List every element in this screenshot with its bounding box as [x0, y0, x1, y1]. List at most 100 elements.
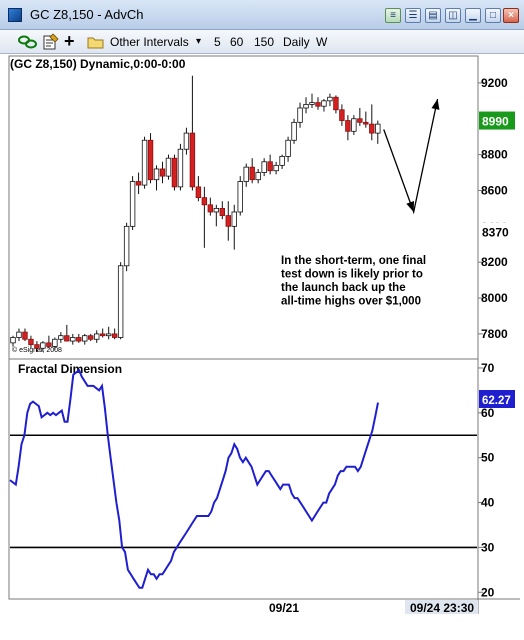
candle-body: [297, 107, 303, 123]
candlestick-series: [10, 75, 381, 352]
link-icon[interactable]: ≡: [385, 8, 401, 23]
candle-body: [291, 121, 297, 141]
candle-body: [345, 120, 351, 132]
candle-body: [321, 100, 327, 107]
chevron-down-icon[interactable]: ▾: [196, 36, 202, 47]
indicator-reference-lines: [10, 434, 477, 549]
price-tick-label: 7800: [481, 327, 508, 341]
candle-body: [225, 215, 231, 227]
price-plot-border: [8, 55, 479, 360]
candle-body: [94, 333, 100, 340]
candle-body: [135, 181, 142, 186]
price-tick-label: 8600: [481, 183, 508, 197]
projection-arrowhead-down: [406, 200, 415, 212]
candle-body: [153, 168, 160, 181]
indicator-title: Fractal Dimension: [18, 362, 122, 376]
candle-body: [273, 164, 279, 172]
candle-body: [327, 96, 333, 102]
indicator-last-value: 62.27: [482, 395, 511, 407]
candle-body: [70, 337, 76, 342]
candle-body: [189, 132, 196, 188]
indicator-tick-label: 70: [481, 361, 495, 375]
candle-body: [195, 186, 202, 199]
interval-weekly-button[interactable]: W: [316, 35, 328, 49]
restore-icon[interactable]: ◫: [445, 8, 461, 23]
candle-body: [375, 123, 381, 134]
interval-5-button[interactable]: 5: [214, 35, 221, 49]
indicator-tick-label: 30: [481, 540, 495, 554]
price-tick-label: 9200: [481, 76, 508, 90]
chart-toolbar: + Other Intervals ▾ 5 60 150 Daily W: [0, 30, 524, 54]
interval-daily-button[interactable]: Daily: [283, 35, 310, 49]
current-time-badge: [405, 600, 478, 614]
time-axis-label: 09/21: [269, 601, 299, 615]
candle-body: [219, 207, 225, 216]
candle-body: [64, 335, 70, 342]
link-chain-icon[interactable]: [18, 34, 38, 52]
candle-body: [339, 109, 345, 121]
candle-body: [303, 104, 309, 109]
properties-icon[interactable]: [42, 33, 60, 51]
minimize-icon[interactable]: ▁: [465, 8, 481, 23]
indicator-tick-label: 20: [481, 585, 495, 599]
indicator-axis-ticks: 70 60 50 40 30 20: [478, 361, 495, 599]
price-tick-label: 8000: [481, 291, 508, 305]
value-axis-panel: [478, 56, 520, 599]
candle-body: [76, 337, 82, 342]
candle-body: [111, 333, 118, 338]
chart-area[interactable]: (GC Z8,150) Dynamic,0:00-0:00 © eSignal,…: [0, 54, 524, 640]
layout-icon[interactable]: ▤: [425, 8, 441, 23]
candle-body: [147, 139, 154, 181]
candle-body: [165, 157, 172, 177]
candle-body: [40, 342, 46, 349]
price-value-badge: [478, 222, 516, 242]
price-chart-title: (GC Z8,150) Dynamic,0:00-0:00: [10, 57, 186, 71]
candle-body: [100, 333, 106, 337]
candle-body: [357, 118, 363, 123]
candle-body: [52, 338, 58, 347]
candle-body: [363, 121, 369, 125]
candle-body: [16, 331, 22, 338]
properties-icon[interactable]: ☰: [405, 8, 421, 23]
add-study-button[interactable]: +: [64, 31, 75, 51]
candle-body: [207, 204, 214, 213]
title-bar[interactable]: GC Z8,150 - AdvCh ≡ ☰ ▤ ◫ ▁ □ ×: [0, 0, 524, 30]
price-value-label: 8370: [482, 226, 509, 240]
candle-body: [46, 342, 52, 347]
candle-body: [129, 181, 136, 227]
candle-body: [183, 132, 190, 150]
candle-body: [261, 161, 267, 173]
indicator-tick-label: 40: [481, 496, 495, 510]
candle-body: [105, 333, 112, 337]
candle-body: [58, 335, 64, 340]
candle-body: [117, 265, 124, 338]
candle-body: [123, 225, 130, 267]
candle-body: [333, 96, 339, 111]
current-time-label: 09/24 23:30: [410, 601, 474, 615]
candle-body: [171, 157, 178, 188]
indicator-tick-label: 50: [481, 451, 495, 465]
candle-body: [285, 139, 291, 157]
candle-body: [82, 335, 88, 342]
close-icon[interactable]: ×: [503, 8, 519, 23]
projection-arrowhead-up: [431, 99, 440, 110]
candle-body: [309, 102, 315, 105]
candle-body: [22, 331, 28, 340]
candle-body: [369, 123, 375, 134]
other-intervals-dropdown[interactable]: Other Intervals: [110, 35, 189, 49]
candle-body: [159, 168, 166, 177]
maximize-icon[interactable]: □: [485, 8, 501, 23]
candle-body: [267, 161, 273, 172]
price-value-label: 8990: [482, 115, 509, 129]
folder-icon[interactable]: [87, 35, 105, 53]
candle-body: [249, 166, 255, 181]
candle-body: [141, 139, 148, 186]
interval-60-button[interactable]: 60: [230, 35, 244, 49]
app-icon: [8, 8, 22, 22]
candle-body: [237, 181, 243, 213]
candle-body: [255, 172, 261, 181]
candle-body: [201, 197, 208, 206]
interval-150-button[interactable]: 150: [254, 35, 275, 49]
indicator-last-value-badge: [479, 390, 515, 408]
indicator-tick-label: 60: [481, 406, 495, 420]
